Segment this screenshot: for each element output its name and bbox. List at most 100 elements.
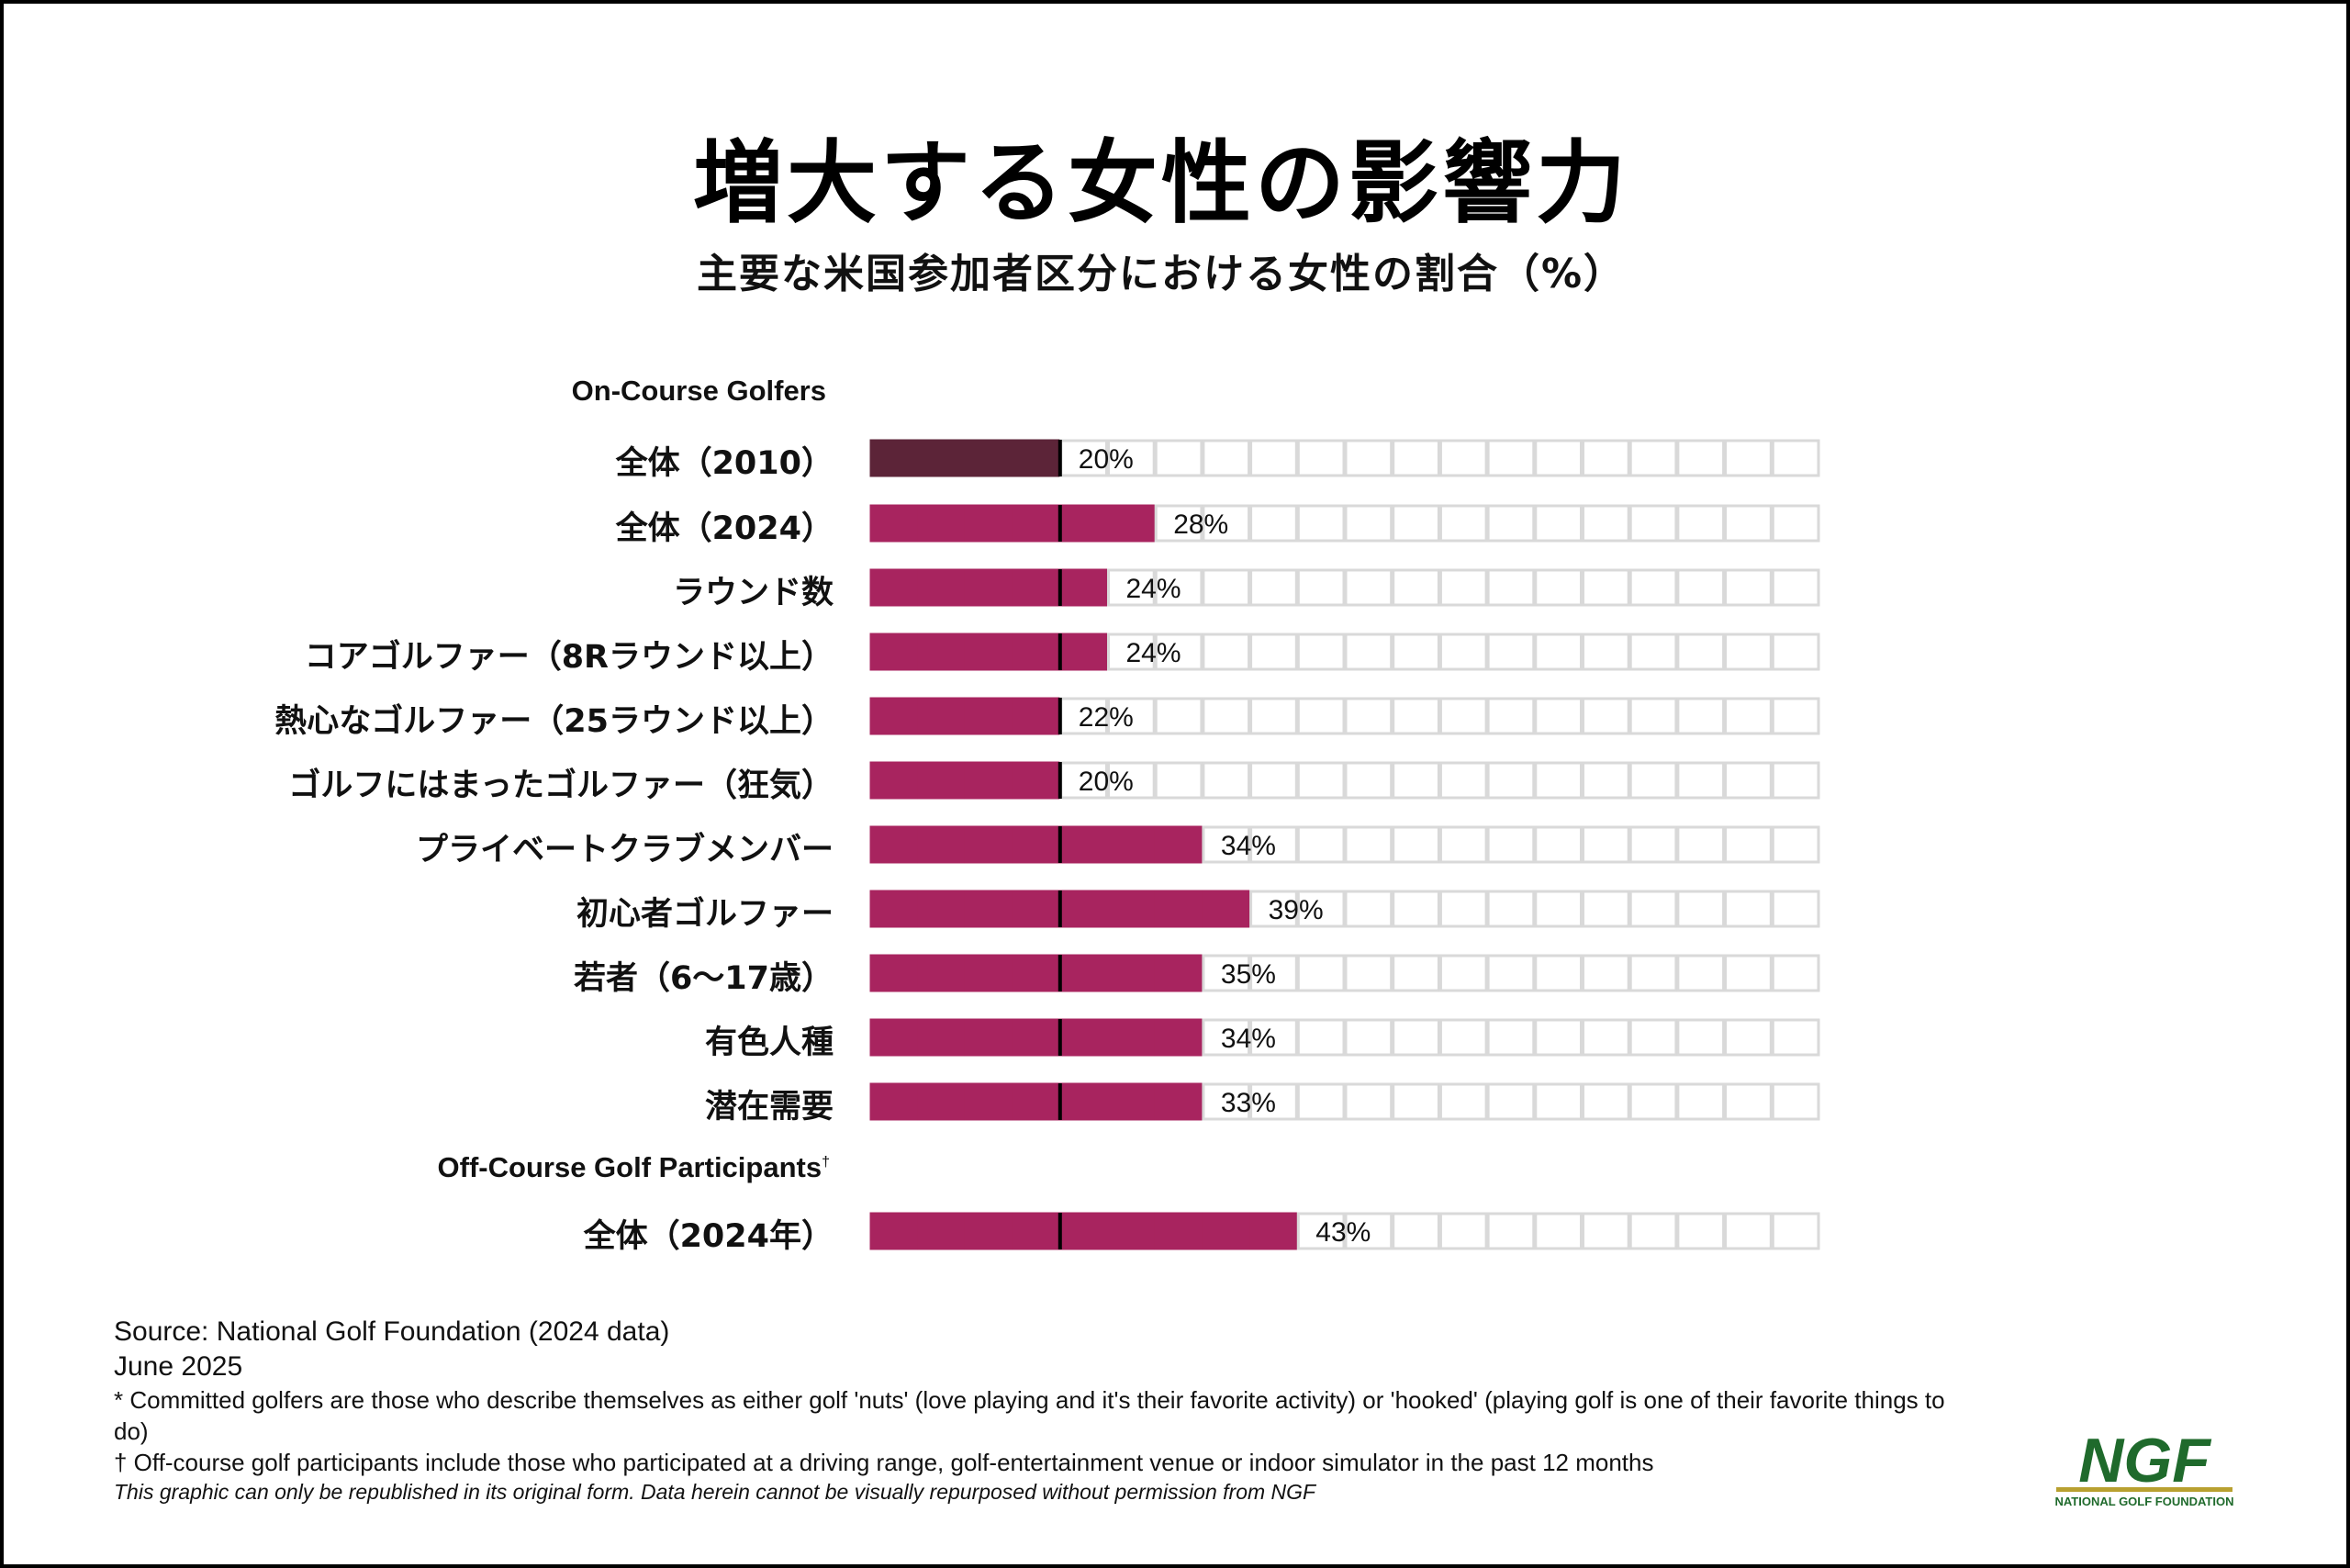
bar-cell-filled [917,761,966,800]
bar-cell-filled [1059,954,1109,992]
row-label: 潜在需要 [704,1089,834,1126]
bar-cell-filled [1012,761,1061,800]
bar-cell-filled [1107,1082,1156,1121]
bar-cell-empty [1771,633,1820,671]
bar-cell-filled [964,633,1013,671]
ngf-logo: NGF NATIONAL GOLF FOUNDATION [2055,1428,2234,1508]
bar-cell-empty [1676,761,1726,800]
bar-row: 35% [869,954,1820,992]
bar-cell-empty [1486,633,1536,671]
bar-cell-filled [1107,1018,1156,1057]
bar-cell-filled [964,697,1013,735]
bar-cell-filled [869,761,919,800]
bar-cell-empty [1534,439,1583,477]
bar-cell-empty [1628,697,1678,735]
bar-cell-empty [1202,697,1251,735]
bar-cell-empty [1724,1212,1773,1250]
bar-row: 39% [869,890,1820,928]
bar-cell-filled [964,890,1013,928]
bar-cell-empty [1676,504,1726,543]
bar-cell-empty [1771,504,1820,543]
bar-cell-empty [1154,439,1203,477]
section-label-off-course-text: Off-Course Golf Participants [437,1151,822,1183]
row-label: コアゴルファー（8Rラウンド以上） [304,639,834,676]
bar-cell-empty [1771,439,1820,477]
bar-cell-filled [1059,633,1109,671]
data-label: 33% [1221,1088,1276,1118]
data-label: 34% [1221,1024,1276,1054]
source-line: Source: National Golf Foundation (2024 d… [114,1316,670,1347]
republish-disclaimer: This graphic can only be republished in … [114,1480,1316,1504]
bar-cell-empty [1582,1212,1630,1250]
bar-cell-filled [917,697,966,735]
bar-cell-empty [1392,1082,1440,1121]
bar-cell-empty [1534,825,1583,864]
bar-cell-filled [964,825,1013,864]
bar-cell-filled [869,1082,919,1121]
bar-cell-filled [1107,954,1156,992]
bar-cell-filled [917,439,966,477]
bar-cell-empty [1249,1018,1298,1057]
bar-cell-empty [1249,568,1298,607]
bar-cell-filled [1012,825,1061,864]
bar-cell-empty [1724,439,1773,477]
bar-cell-empty [1344,633,1393,671]
bar-cell-empty [1676,954,1726,992]
bar-cell-filled [1012,697,1061,735]
bar-cell-filled [1154,954,1203,992]
data-label: 34% [1221,831,1276,861]
bar-cell-empty [1107,633,1156,671]
bar-cell-empty [1438,890,1488,928]
bar-cell-filled [1059,1082,1109,1121]
bar-cell-empty [1771,761,1820,800]
bar-cell-empty [1202,568,1251,607]
bar-row: 24% [869,568,1820,607]
bar-cell-filled [917,504,966,543]
bar-cell-filled [869,697,919,735]
bar-cell-filled [917,825,966,864]
bar-cell-empty [1296,1212,1346,1250]
bar-cell-empty [1582,1018,1630,1057]
bar-cell-empty [1296,568,1346,607]
bar-cell-empty [1582,439,1630,477]
bar-cell-empty [1724,761,1773,800]
bar-cell-empty [1344,1018,1393,1057]
bar-cell-empty [1628,504,1678,543]
bar-cell-empty [1534,568,1583,607]
bar-cell-empty [1202,439,1251,477]
bar-cell-filled [964,568,1013,607]
bar-cell-filled [1107,1212,1156,1250]
bar-cell-empty [1438,954,1488,992]
bar-cell-empty [1628,954,1678,992]
bar-cell-empty [1534,633,1583,671]
bar-cell-empty [1344,439,1393,477]
data-label: 39% [1269,895,1324,925]
bar-cell-empty [1486,761,1536,800]
bar-cell-empty [1676,890,1726,928]
bar-cell-filled [1012,439,1061,477]
bar-cell-empty [1582,697,1630,735]
bar-cell-empty [1392,697,1440,735]
bar-cell-empty [1392,825,1440,864]
section-label-off-course: Off-Course Golf Participants† [367,1151,830,1184]
bar-cell-empty [1249,504,1298,543]
bar-row: 20% [869,761,1820,800]
chart-title: 増大する女性の影響力 [692,131,1629,236]
bar-cell-filled [869,439,919,477]
bar-cell-empty [1724,890,1773,928]
bar-cell-empty [1486,504,1536,543]
bar-cell-empty [1438,504,1488,543]
bar-cell-empty [1438,1212,1488,1250]
row-label: 熱心なゴルファー（25ラウンド以上） [274,703,834,740]
bar-cell-empty [1249,697,1298,735]
bar-cell-empty [1628,633,1678,671]
bar-cell-filled [1154,1212,1203,1250]
bar-cell-filled [869,568,919,607]
bar-cell-empty [1296,761,1346,800]
bar-cell-empty [1202,954,1251,992]
bar-cell-empty [1724,825,1773,864]
bar-cell-filled [1012,568,1061,607]
bar-cell-filled [964,504,1013,543]
bar-cell-empty [1724,697,1773,735]
